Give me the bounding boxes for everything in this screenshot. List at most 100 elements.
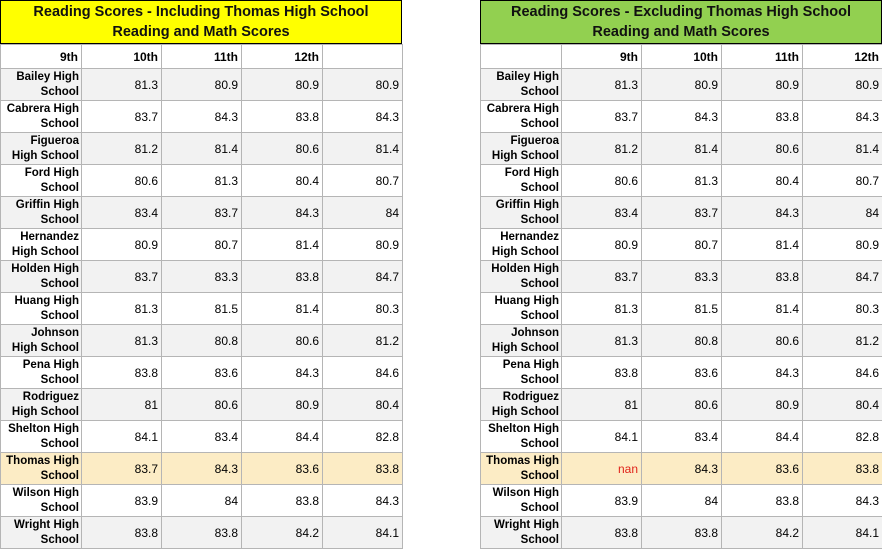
score-cell[interactable]: 81.4 <box>322 132 403 165</box>
score-cell[interactable]: 83.4 <box>161 420 242 453</box>
score-cell[interactable]: 84.3 <box>641 100 722 133</box>
school-name-cell[interactable]: Wilson High School <box>480 484 562 517</box>
score-cell[interactable]: 83.8 <box>641 516 722 549</box>
score-cell[interactable]: 83.6 <box>161 356 242 389</box>
score-cell[interactable]: 84.3 <box>241 356 323 389</box>
score-cell[interactable]: 84.3 <box>641 452 722 485</box>
score-cell[interactable]: 81.3 <box>561 68 642 101</box>
score-cell[interactable]: 83.9 <box>81 484 162 517</box>
score-cell[interactable]: 80.4 <box>721 164 803 197</box>
score-cell[interactable]: 83.7 <box>81 452 162 485</box>
score-cell[interactable]: 81.4 <box>641 132 722 165</box>
score-cell[interactable]: 80.3 <box>322 292 403 325</box>
score-cell[interactable]: 81.4 <box>241 292 323 325</box>
school-name-cell[interactable]: Ford High School <box>0 164 82 197</box>
score-cell[interactable]: 80.9 <box>161 68 242 101</box>
score-cell[interactable]: 81.2 <box>561 132 642 165</box>
score-cell[interactable]: 84.3 <box>322 100 403 133</box>
score-cell[interactable]: 80.9 <box>802 68 882 101</box>
score-cell[interactable]: 84.3 <box>802 484 882 517</box>
score-cell[interactable]: 80.9 <box>322 228 403 261</box>
score-cell[interactable]: 83.8 <box>81 516 162 549</box>
score-cell[interactable]: 82.8 <box>322 420 403 453</box>
school-name-cell[interactable]: Holden High School <box>480 260 562 293</box>
score-cell[interactable]: 81.3 <box>81 324 162 357</box>
score-cell[interactable]: 83.8 <box>721 260 803 293</box>
score-cell[interactable]: 84.3 <box>161 100 242 133</box>
score-cell[interactable]: 84.4 <box>241 420 323 453</box>
school-name-cell[interactable]: Johnson High School <box>0 324 82 357</box>
column-header[interactable] <box>322 44 403 69</box>
score-cell[interactable]: 83.9 <box>561 484 642 517</box>
score-cell[interactable]: 80.6 <box>241 132 323 165</box>
score-cell[interactable]: 81.3 <box>161 164 242 197</box>
score-cell[interactable]: 84.3 <box>721 196 803 229</box>
score-cell[interactable]: 83.8 <box>561 356 642 389</box>
score-cell[interactable]: 81.3 <box>561 324 642 357</box>
score-cell[interactable]: 84.3 <box>161 452 242 485</box>
school-name-cell[interactable]: Wright High School <box>480 516 562 549</box>
score-cell[interactable]: 80.9 <box>322 68 403 101</box>
school-name-cell[interactable]: Rodriguez High School <box>480 388 562 421</box>
score-cell[interactable]: 83.8 <box>721 484 803 517</box>
column-header[interactable]: 11th <box>721 44 803 69</box>
score-cell[interactable]: 80.4 <box>802 388 882 421</box>
score-cell[interactable]: 81.2 <box>322 324 403 357</box>
score-cell[interactable]: 84.3 <box>802 100 882 133</box>
score-cell[interactable]: 83.8 <box>802 452 882 485</box>
score-cell[interactable]: 83.8 <box>81 356 162 389</box>
score-cell[interactable]: 84.1 <box>81 420 162 453</box>
score-cell[interactable]: 83.3 <box>161 260 242 293</box>
school-name-cell[interactable]: Cabrera High School <box>480 100 562 133</box>
score-cell[interactable]: 84.3 <box>241 196 323 229</box>
score-cell[interactable]: 80.7 <box>641 228 722 261</box>
score-cell[interactable]: 83.8 <box>241 100 323 133</box>
score-cell[interactable]: 83.4 <box>81 196 162 229</box>
score-cell[interactable]: 81.2 <box>802 324 882 357</box>
school-name-cell[interactable]: Pena High School <box>0 356 82 389</box>
score-cell[interactable]: 80.9 <box>81 228 162 261</box>
score-cell[interactable]: 82.8 <box>802 420 882 453</box>
column-header[interactable]: 12th <box>241 44 323 69</box>
score-cell[interactable]: 80.6 <box>721 324 803 357</box>
score-cell[interactable]: 80.9 <box>641 68 722 101</box>
school-name-cell[interactable]: Thomas High School <box>480 452 562 485</box>
column-header[interactable]: 11th <box>161 44 242 69</box>
score-cell[interactable]: 80.9 <box>241 68 323 101</box>
score-cell[interactable]: 83.7 <box>81 100 162 133</box>
score-cell[interactable]: 80.6 <box>81 164 162 197</box>
score-cell[interactable]: 80.9 <box>802 228 882 261</box>
score-cell[interactable]: 81.2 <box>81 132 162 165</box>
score-cell[interactable]: 83.8 <box>561 516 642 549</box>
score-cell[interactable]: 83.8 <box>322 452 403 485</box>
score-cell[interactable]: 80.6 <box>241 324 323 357</box>
score-cell[interactable]: 83.6 <box>241 452 323 485</box>
score-cell[interactable]: 80.6 <box>641 388 722 421</box>
score-cell[interactable]: 83.8 <box>241 484 323 517</box>
school-name-cell[interactable]: Shelton High School <box>0 420 82 453</box>
score-cell[interactable]: 84.2 <box>721 516 803 549</box>
school-name-cell[interactable]: Shelton High School <box>480 420 562 453</box>
school-name-cell[interactable]: Wright High School <box>0 516 82 549</box>
score-cell[interactable]: 84.3 <box>721 356 803 389</box>
school-name-cell[interactable]: Thomas High School <box>0 452 82 485</box>
school-name-cell[interactable]: Wilson High School <box>0 484 82 517</box>
score-cell[interactable]: 84.7 <box>802 260 882 293</box>
column-header[interactable]: 12th <box>802 44 882 69</box>
score-cell[interactable]: 84.1 <box>802 516 882 549</box>
score-cell[interactable]: 83.7 <box>81 260 162 293</box>
score-cell[interactable]: 80.4 <box>241 164 323 197</box>
score-cell[interactable]: 83.8 <box>241 260 323 293</box>
score-cell[interactable]: 80.8 <box>161 324 242 357</box>
score-cell[interactable]: 83.8 <box>161 516 242 549</box>
score-cell[interactable]: 84.6 <box>322 356 403 389</box>
score-cell[interactable]: 83.6 <box>721 452 803 485</box>
score-cell[interactable]: 84.3 <box>322 484 403 517</box>
score-cell[interactable]: 81.5 <box>161 292 242 325</box>
score-cell[interactable]: 83.3 <box>641 260 722 293</box>
score-cell[interactable]: 84.1 <box>322 516 403 549</box>
score-cell[interactable]: 83.7 <box>641 196 722 229</box>
school-name-cell[interactable]: Johnson High School <box>480 324 562 357</box>
score-cell[interactable]: 80.7 <box>322 164 403 197</box>
score-cell[interactable]: nan <box>561 452 642 485</box>
